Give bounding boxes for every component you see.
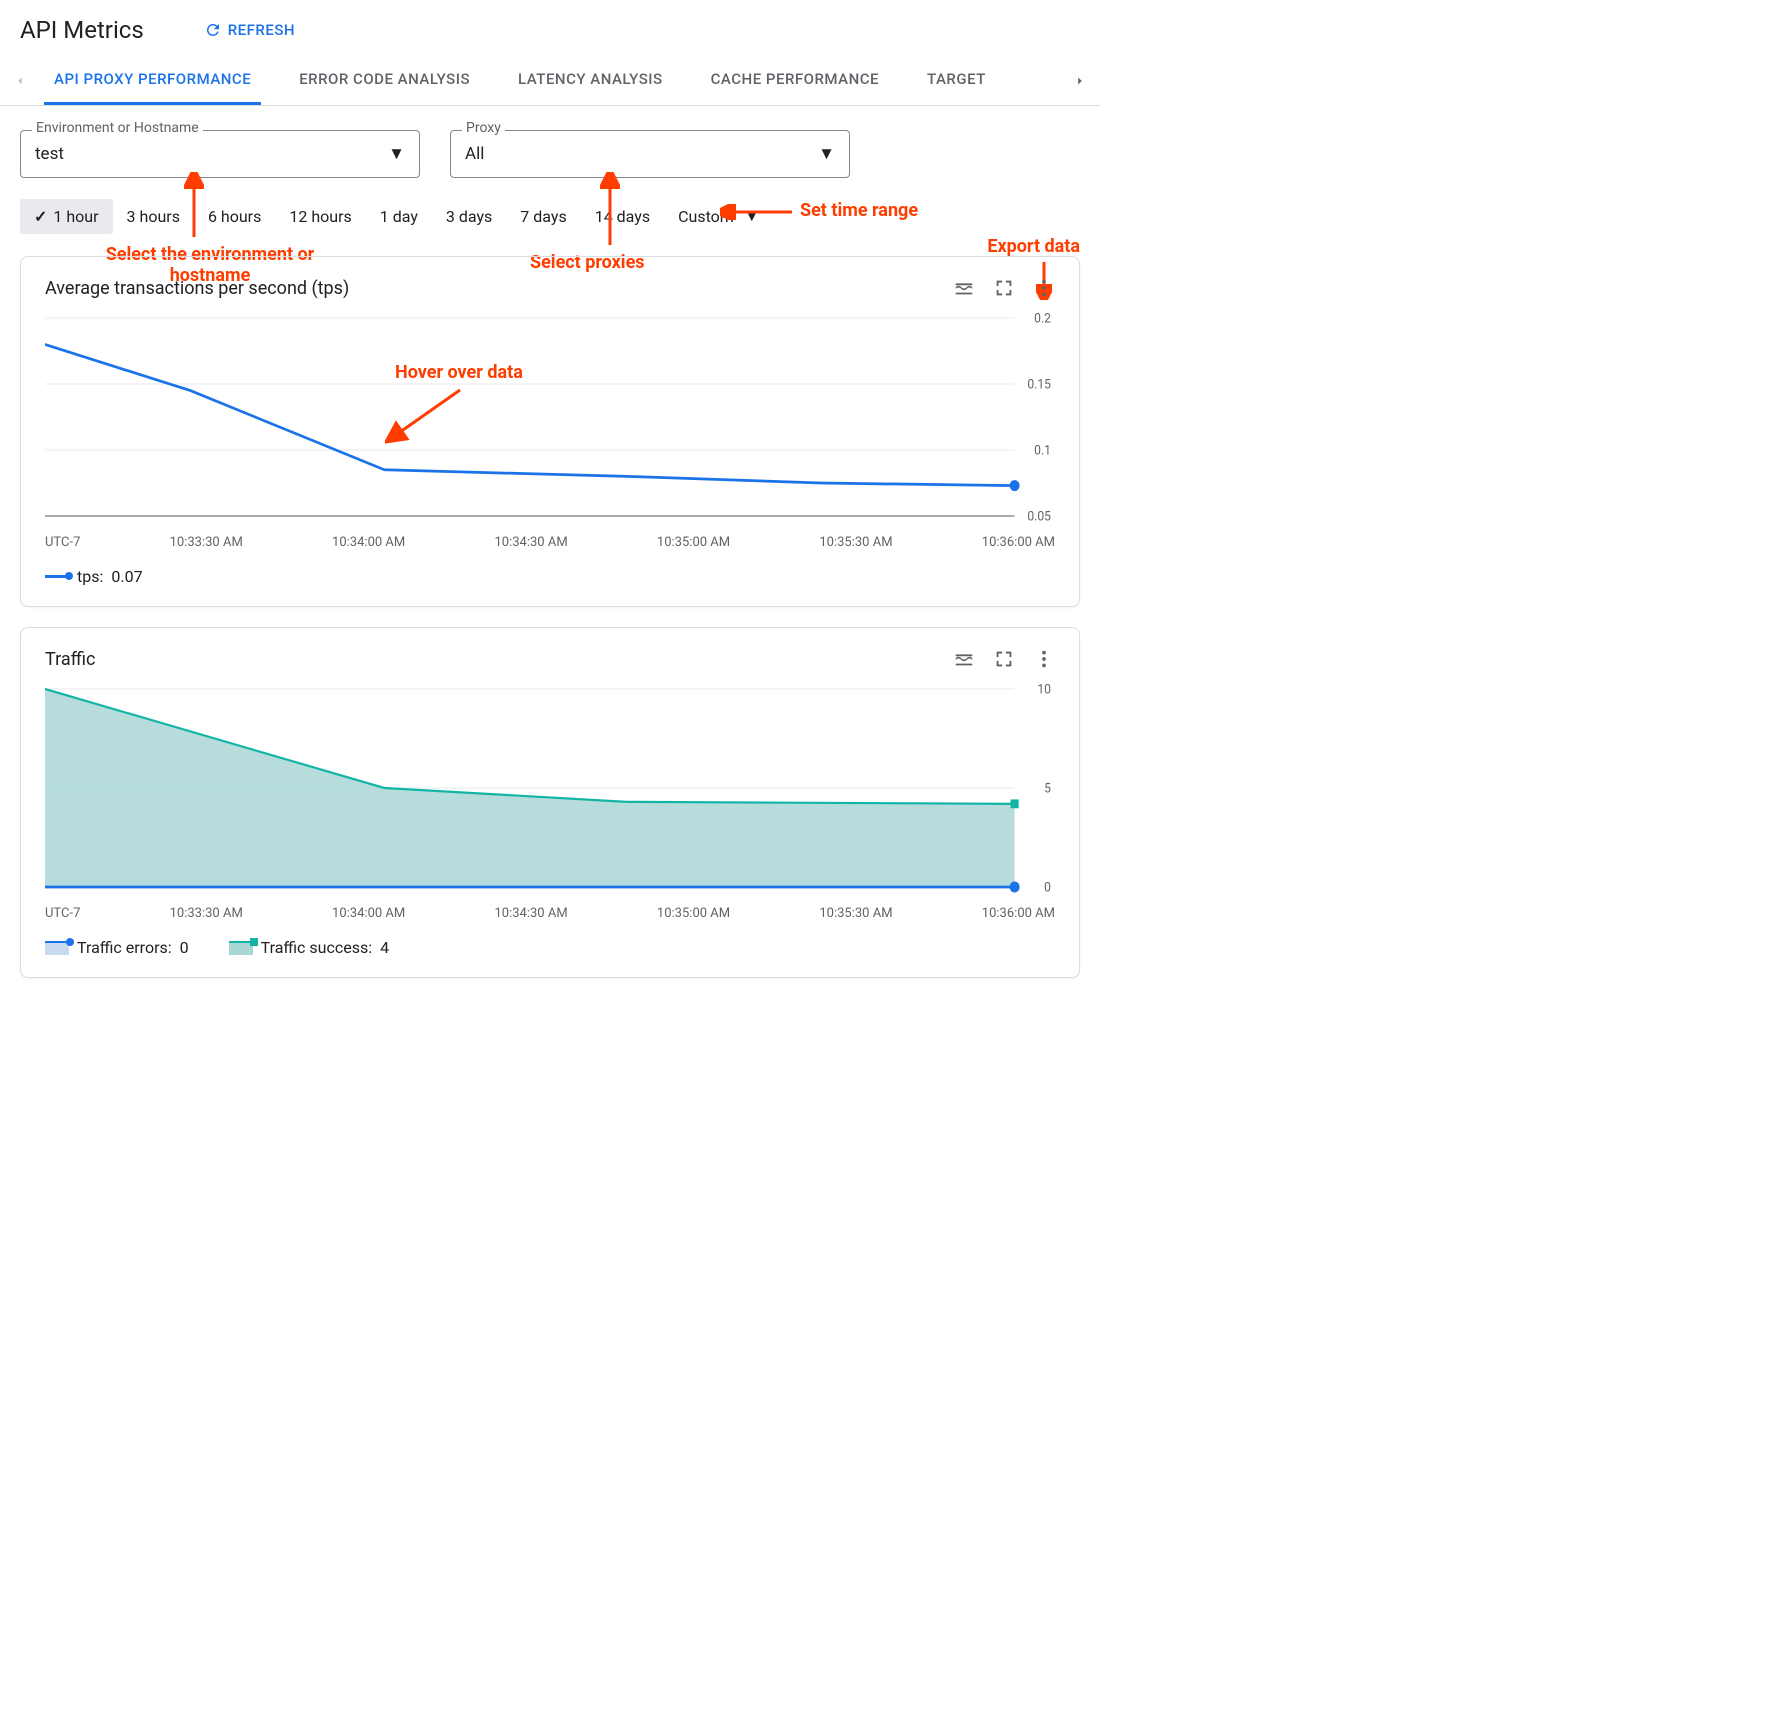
proxy-select[interactable]: Proxy All ▼ (450, 130, 850, 178)
annotation-arrow (385, 385, 465, 445)
environment-select-value: test (35, 144, 64, 164)
legend-value: 4 (380, 938, 389, 957)
fullscreen-icon[interactable] (993, 277, 1015, 299)
legend-value: 0.07 (111, 567, 142, 586)
refresh-button[interactable]: REFRESH (204, 21, 295, 39)
tabs-container: API PROXY PERFORMANCE ERROR CODE ANALYSIS… (32, 56, 1068, 105)
chevron-left-icon (13, 74, 27, 88)
chart-title: Average transactions per second (tps) (45, 278, 349, 299)
legend-label: tps: (77, 567, 103, 586)
legend-swatch (45, 575, 69, 578)
annotation-arrow (720, 204, 796, 220)
time-range-12-hours[interactable]: 12 hours (275, 199, 365, 234)
tabs-scroll-left[interactable] (8, 74, 32, 88)
chart-card-tps: Average transactions per second (tps) 0.… (20, 256, 1080, 607)
tab-latency-analysis[interactable]: LATENCY ANALYSIS (508, 56, 673, 105)
legend-label: Traffic errors: (77, 938, 172, 957)
x-axis-labels: UTC-710:33:30 AM10:34:00 AM10:34:30 AM10… (45, 531, 1055, 550)
time-range-1-hour[interactable]: 1 hour (20, 199, 113, 234)
annotation-export: Export data (987, 236, 1080, 257)
tabs-scroll-right[interactable] (1068, 74, 1092, 88)
chevron-right-icon (1073, 74, 1087, 88)
caret-down-icon: ▼ (388, 144, 405, 164)
svg-text:0.05: 0.05 (1027, 509, 1051, 525)
page-title: API Metrics (20, 16, 144, 44)
svg-text:10: 10 (1037, 682, 1051, 698)
legend-swatch (229, 941, 253, 955)
time-range-1-day[interactable]: 1 day (366, 199, 432, 234)
annotation-arrow (600, 172, 620, 250)
annotation-hover: Hover over data (395, 362, 523, 383)
time-range-14-days[interactable]: 14 days (581, 199, 664, 234)
tps-chart[interactable]: 0.2 0.15 0.1 0.05 (45, 307, 1055, 527)
tab-error-code-analysis[interactable]: ERROR CODE ANALYSIS (289, 56, 480, 105)
more-menu-icon[interactable] (1033, 648, 1055, 670)
svg-text:5: 5 (1044, 781, 1051, 797)
refresh-label: REFRESH (228, 21, 295, 39)
svg-text:0.15: 0.15 (1027, 377, 1051, 393)
environment-select-label: Environment or Hostname (32, 120, 203, 136)
tab-api-proxy-performance[interactable]: API PROXY PERFORMANCE (44, 56, 261, 105)
time-range-3-days[interactable]: 3 days (432, 199, 506, 234)
environment-select[interactable]: Environment or Hostname test ▼ (20, 130, 420, 178)
legend-value: 0 (180, 938, 189, 957)
time-range-row: 1 hour3 hours6 hours12 hours1 day3 days7… (0, 192, 1100, 244)
svg-text:0.1: 0.1 (1034, 443, 1051, 459)
refresh-icon (204, 21, 222, 39)
legend-item-tps: tps: 0.07 (45, 567, 143, 586)
tab-cache-performance[interactable]: CACHE PERFORMANCE (701, 56, 889, 105)
legend-item-success: Traffic success: 4 (229, 938, 389, 957)
time-range-3-hours[interactable]: 3 hours (113, 199, 194, 234)
time-range-6-hours[interactable]: 6 hours (194, 199, 275, 234)
svg-text:0: 0 (1044, 880, 1051, 896)
legend-toggle-icon[interactable] (953, 648, 975, 670)
traffic-chart[interactable]: 10 5 0 (45, 678, 1055, 898)
annotation-time: Set time range (800, 200, 918, 221)
more-menu-icon[interactable] (1033, 277, 1055, 299)
proxy-select-label: Proxy (462, 120, 505, 136)
tab-target[interactable]: TARGET (917, 56, 996, 105)
legend-label: Traffic success: (261, 938, 372, 957)
annotation-arrow (184, 172, 204, 242)
chart-card-traffic: Traffic 10 5 0 UTC-710:33:30 AM10:34:00 AM… (20, 627, 1080, 978)
x-axis-labels: UTC-710:33:30 AM10:34:00 AM10:34:30 AM10… (45, 902, 1055, 921)
chart-title: Traffic (45, 649, 95, 670)
caret-down-icon: ▼ (818, 144, 835, 164)
svg-text:0.2: 0.2 (1034, 311, 1051, 327)
legend-toggle-icon[interactable] (953, 277, 975, 299)
proxy-select-value: All (465, 144, 484, 164)
time-range-7-days[interactable]: 7 days (506, 199, 580, 234)
legend-swatch (45, 941, 69, 955)
fullscreen-icon[interactable] (993, 648, 1015, 670)
legend-item-errors: Traffic errors: 0 (45, 938, 189, 957)
